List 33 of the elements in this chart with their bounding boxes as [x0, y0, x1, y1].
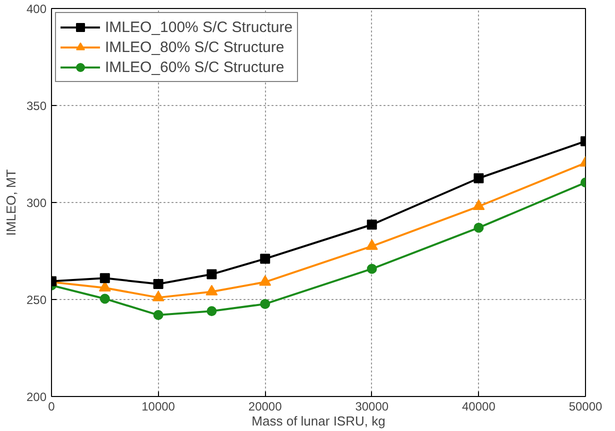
point — [472, 200, 485, 210]
point — [260, 254, 270, 264]
x-tick-label: 10000 — [142, 400, 176, 414]
x-tick-label: 50000 — [568, 400, 603, 414]
x-tick-label: 40000 — [462, 400, 496, 414]
point — [100, 273, 110, 284]
legend-label: IMLEO_60% S/C Structure — [105, 58, 284, 76]
point — [153, 278, 164, 289]
point — [206, 306, 217, 316]
y-axis-title: IMLEO, MT — [3, 169, 18, 236]
x-tick-label: 0 — [48, 400, 56, 414]
point — [366, 264, 377, 274]
point — [474, 222, 484, 233]
x-tick-label: 30000 — [355, 400, 389, 414]
point — [152, 290, 164, 302]
point — [366, 220, 377, 230]
point — [259, 275, 272, 286]
x-axis-title: Mass of lunar ISRU, kg — [252, 414, 386, 428]
y-tick-label: 350 — [26, 99, 47, 113]
point — [206, 269, 217, 280]
x-tick-label: 20000 — [248, 400, 282, 414]
y-tick-label: 200 — [26, 390, 47, 404]
point — [474, 173, 484, 184]
y-tick-label: 400 — [26, 2, 47, 16]
point — [100, 294, 110, 304]
legend-label: IMLEO_80% S/C Structure — [105, 38, 284, 56]
y-tick-label: 300 — [26, 196, 47, 210]
legend-label: IMLEO_100% S/C Structure — [105, 18, 293, 36]
point — [366, 239, 378, 250]
point — [153, 310, 164, 320]
y-tick-label: 250 — [26, 293, 47, 307]
point — [206, 284, 218, 296]
point — [260, 298, 270, 309]
